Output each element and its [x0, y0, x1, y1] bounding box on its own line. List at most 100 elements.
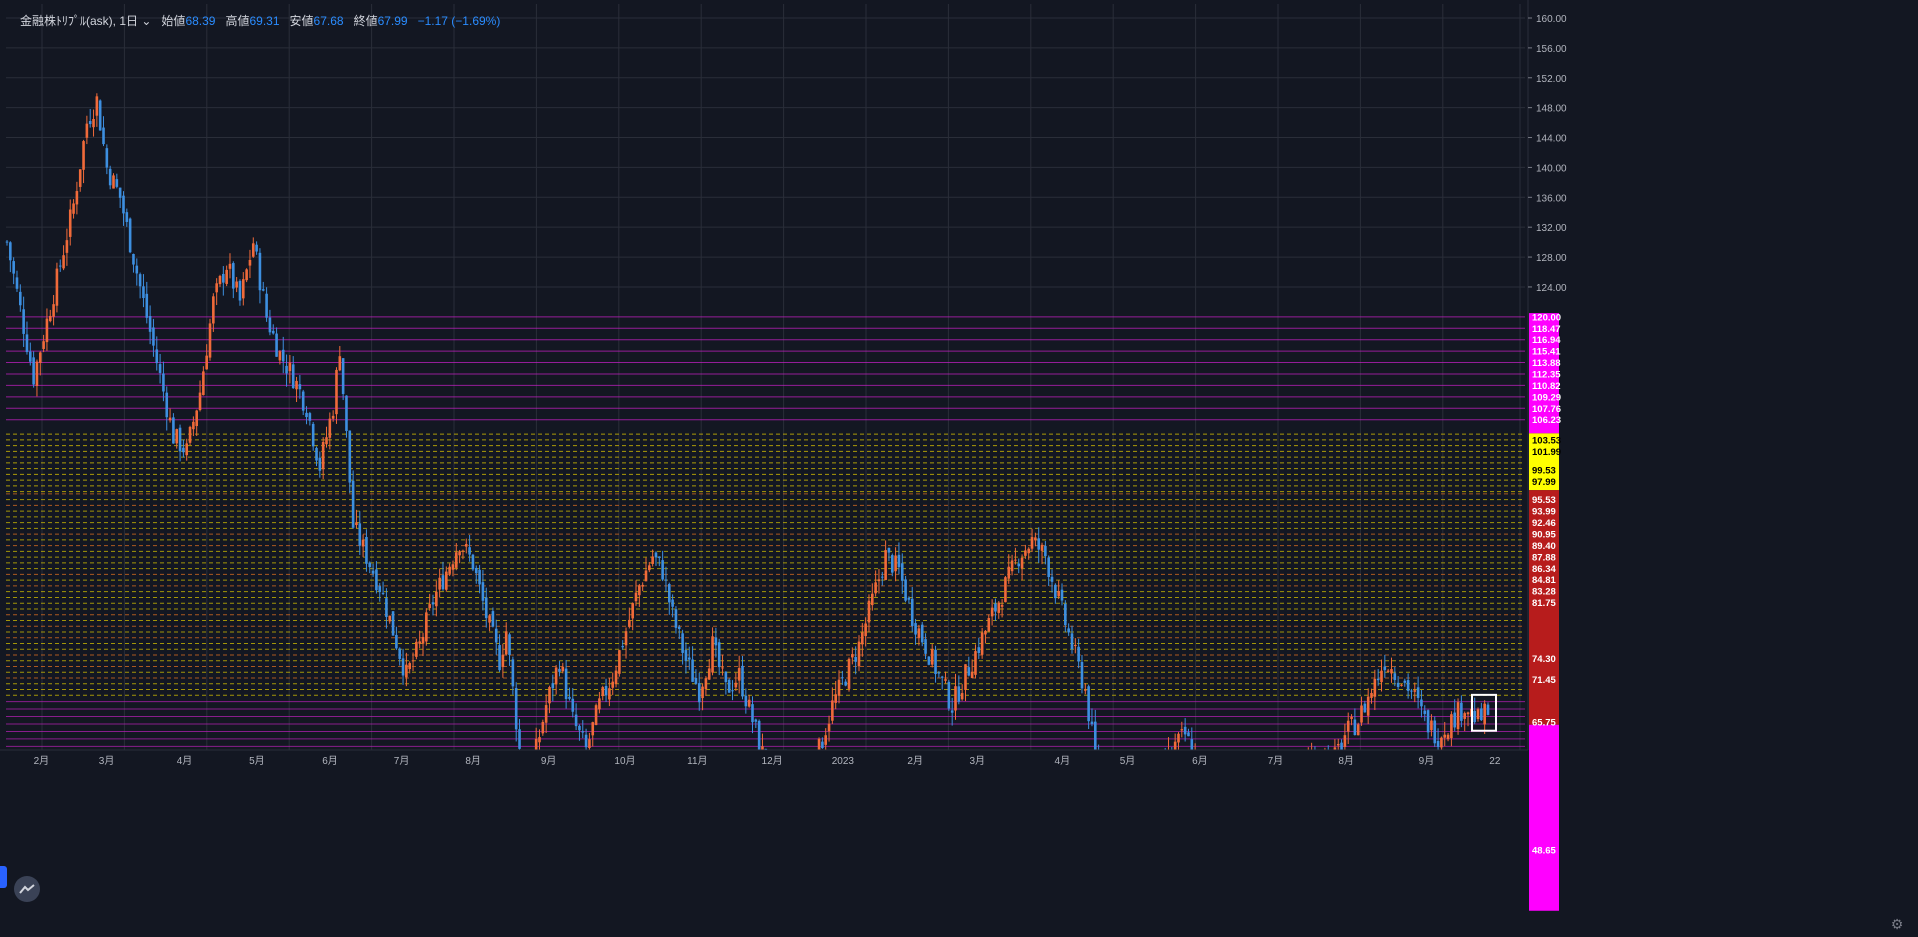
candle-body	[241, 279, 245, 299]
current-candle-highlight	[1471, 693, 1497, 732]
candle-body	[1446, 734, 1450, 740]
candle-body	[924, 639, 927, 654]
candle-body	[135, 265, 139, 274]
candle-body	[45, 318, 49, 343]
candle-body	[212, 296, 215, 324]
candle-body	[85, 123, 89, 138]
time-tick-label: 22	[1489, 756, 1501, 767]
candle-body	[248, 259, 252, 266]
candle-body	[165, 392, 169, 418]
candle-body	[365, 536, 368, 564]
candle-body	[72, 203, 75, 214]
candle-body	[82, 141, 85, 170]
candle-body	[1030, 537, 1034, 549]
price-tick-label: 160.00	[1536, 14, 1567, 25]
chevron-down-icon[interactable]: ⌄	[141, 14, 152, 28]
time-tick-label: 4月	[1055, 755, 1071, 767]
candle-body	[644, 570, 648, 582]
high-value: 69.31	[249, 14, 280, 28]
candle-body	[854, 656, 857, 662]
gear-icon[interactable]: ⚙	[1890, 916, 1904, 932]
level-price-label: 101.99	[1532, 447, 1561, 458]
candle-body	[261, 289, 265, 291]
time-tick-label: 5月	[249, 755, 265, 767]
low-label: 安値	[289, 14, 314, 28]
candle-body	[28, 351, 32, 362]
candle-body	[474, 568, 478, 574]
candle-body	[215, 283, 218, 293]
candle-body	[1443, 734, 1447, 738]
candle-body	[847, 658, 851, 689]
candle-body	[974, 651, 977, 675]
candle-body	[401, 658, 405, 676]
time-tick-label: 8月	[465, 755, 481, 767]
candle-body	[35, 361, 39, 387]
candle-body	[42, 341, 45, 349]
candle-body	[454, 552, 458, 568]
price-tick-label: 124.00	[1536, 283, 1567, 294]
candle-body	[984, 630, 987, 635]
candle-body	[448, 566, 451, 574]
symbol-title[interactable]: 金融株ﾄﾘﾌﾟﾙ(ask), 1日 ⌄	[20, 14, 152, 28]
price-axis[interactable]: 160.00 156.00 152.00 148.00 144.00 140.00 136.…	[1527, 0, 1918, 937]
candle-body	[1173, 741, 1177, 752]
candle-body	[208, 323, 212, 358]
candle-body	[864, 623, 867, 637]
candle-body	[12, 261, 15, 274]
price-tick-label: 136.00	[1536, 193, 1567, 204]
candle-body	[638, 585, 641, 596]
candle-body	[478, 569, 481, 585]
candle-body	[348, 430, 352, 483]
candle-body	[105, 148, 109, 168]
candle-body	[518, 729, 521, 749]
time-axis[interactable]: 2月 3月 4月 5月 6月 7月 8月 9月 10月 11月 12月 2023 2月 3月 4月 5月 6月 7…	[0, 749, 1528, 937]
candle-body	[238, 280, 242, 301]
candle-body	[571, 698, 575, 712]
candle-body	[561, 666, 565, 672]
candle-body	[484, 597, 488, 619]
candle-body	[1460, 702, 1463, 721]
candle-body	[934, 649, 937, 675]
candle-body	[431, 602, 435, 605]
candle-body	[1483, 703, 1486, 725]
candle-body	[844, 681, 847, 686]
candle-body	[967, 667, 971, 676]
candle-body	[1370, 692, 1373, 698]
price-axis-background	[1528, 0, 1918, 937]
candle-body	[1473, 710, 1476, 723]
candle-body	[867, 600, 871, 623]
candle-body	[707, 668, 711, 680]
time-tick-label: 7月	[394, 755, 410, 767]
candle-body	[62, 255, 65, 269]
time-tick-label: 5月	[1120, 755, 1136, 767]
level-price-label: 86.34	[1532, 564, 1556, 575]
sidebar-toggle[interactable]	[0, 866, 7, 888]
candle-body	[551, 683, 555, 689]
candle-body	[15, 277, 19, 289]
candle-body	[331, 415, 335, 419]
candle-body	[1044, 545, 1047, 557]
tradingview-logo-icon[interactable]	[14, 876, 40, 902]
candle-body	[564, 668, 568, 699]
candle-body	[1376, 678, 1380, 681]
candle-body	[1000, 604, 1004, 607]
candle-body	[1074, 644, 1077, 646]
candle-body	[132, 253, 135, 265]
candle-body	[178, 427, 182, 452]
yellow-zone-strip	[1529, 433, 1559, 491]
candle-body	[970, 671, 974, 679]
candle-body	[481, 582, 485, 601]
level-price-label: 74.30	[1532, 654, 1556, 665]
candle-body	[894, 555, 897, 572]
candle-body	[757, 720, 761, 751]
candle-body	[38, 352, 42, 363]
candle-body	[661, 560, 664, 580]
candle-body	[198, 392, 202, 411]
candle-body	[554, 667, 558, 685]
level-price-label: 83.28	[1532, 587, 1556, 598]
candle-body	[1360, 705, 1363, 723]
candle-body	[884, 550, 887, 580]
candle-body	[1057, 590, 1060, 597]
